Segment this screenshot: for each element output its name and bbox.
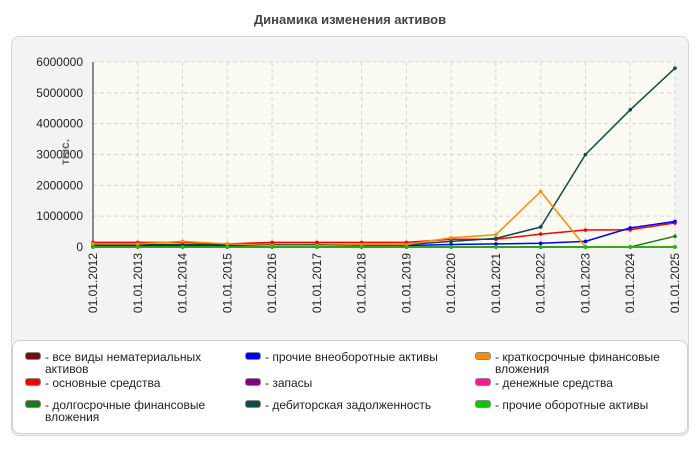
data-point — [673, 66, 677, 70]
legend-swatch — [475, 352, 491, 360]
data-point — [673, 219, 677, 224]
y-tick-label: 0 — [76, 240, 83, 254]
x-tick-label: 01.01.2020 — [444, 253, 458, 313]
data-point — [538, 245, 543, 249]
legend-label: - краткосрочные финансовые вложения — [495, 350, 660, 376]
data-point — [404, 245, 409, 249]
legend-label: - денежные средства — [495, 376, 613, 390]
data-point — [180, 242, 185, 247]
legend-label: - прочие внеоборотные активы — [265, 350, 438, 364]
data-point — [494, 242, 498, 246]
data-point — [538, 225, 543, 229]
y-tick-label: 3000000 — [36, 148, 83, 162]
x-tick-label: 01.01.2012 — [86, 253, 100, 313]
legend-swatch — [25, 352, 41, 360]
data-point — [538, 241, 543, 246]
data-point — [91, 242, 95, 246]
data-point — [270, 245, 274, 249]
x-tick-label: 01.01.2016 — [265, 253, 279, 313]
data-point — [359, 242, 364, 247]
data-point — [538, 232, 543, 236]
data-point — [315, 245, 319, 249]
y-tick-label: 2000000 — [36, 178, 83, 192]
series-line-6 — [93, 190, 675, 248]
data-point — [449, 242, 453, 247]
data-point — [359, 245, 364, 249]
legend-label: - прочие оборотные активы — [495, 398, 649, 412]
x-tick-label: 01.01.2017 — [310, 253, 324, 313]
x-tick-label: 01.01.2022 — [534, 253, 548, 313]
x-tick-label: 01.01.2023 — [578, 253, 592, 313]
series-lines — [91, 66, 677, 249]
grid — [92, 61, 676, 248]
y-tick-labels: 0 1000000 2000000 3000000 4000000 5000000 6000… — [36, 55, 83, 254]
data-point — [583, 239, 588, 244]
data-point — [225, 242, 230, 246]
data-point — [673, 245, 677, 249]
data-point — [628, 226, 633, 230]
data-point — [180, 239, 185, 244]
data-point — [583, 152, 588, 157]
legend-swatch — [245, 400, 261, 408]
legend-swatch — [475, 378, 491, 386]
legend-label: - дебиторская задолженность — [265, 398, 432, 412]
data-point — [494, 232, 498, 237]
data-point — [225, 245, 230, 249]
data-point — [404, 242, 409, 247]
legend-swatch — [25, 400, 41, 408]
x-tick-label: 01.01.2015 — [220, 253, 234, 313]
x-tick-label: 01.01.2013 — [131, 253, 145, 313]
legend-label: - запасы — [265, 376, 313, 390]
series-line-1 — [93, 222, 676, 245]
data-point — [628, 107, 633, 112]
legend-swatch — [245, 352, 261, 360]
data-point — [180, 245, 185, 249]
x-tick-label: 01.01.2014 — [176, 253, 190, 313]
data-point — [135, 245, 140, 249]
legend-swatch — [475, 400, 491, 408]
x-tick-labels: 01.01.2012 01.01.2013 01.01.2014 01.01.2015… — [86, 253, 682, 313]
data-point — [449, 245, 453, 249]
legend-swatch — [25, 378, 41, 386]
x-tick-label: 01.01.2018 — [355, 253, 369, 313]
y-tick-label: 4000000 — [36, 117, 83, 131]
data-point — [494, 245, 498, 249]
x-tick-label: 01.01.2025 — [668, 253, 682, 313]
x-tick-label: 01.01.2024 — [623, 253, 637, 313]
y-tick-label: 1000000 — [36, 209, 83, 223]
series-line-3 — [93, 220, 676, 247]
y-tick-label: 6000000 — [36, 55, 83, 69]
legend-swatch — [245, 378, 261, 386]
chart-legend: - все виды нематериальных активов - основ… — [12, 340, 688, 434]
data-point — [449, 239, 453, 244]
data-point — [583, 228, 588, 232]
data-point — [135, 242, 140, 246]
x-tick-label: 01.01.2021 — [489, 253, 503, 313]
data-point — [583, 245, 588, 249]
y-tick-label: 5000000 — [36, 86, 83, 100]
x-tick-label: 01.01.2019 — [399, 253, 413, 313]
data-point — [494, 236, 498, 241]
legend-label: - долгосрочные финансовые вложения — [45, 398, 206, 424]
legend-label: - все виды нематериальных активов — [45, 350, 202, 376]
y-axis-label: тыс. — [58, 139, 72, 165]
chart-title: Динамика изменения активов — [253, 12, 447, 27]
legend-label: - основные средства — [45, 376, 161, 390]
data-point — [91, 245, 95, 249]
data-point — [449, 235, 453, 240]
data-point — [538, 189, 543, 194]
data-point — [673, 234, 677, 239]
data-point — [628, 245, 633, 249]
